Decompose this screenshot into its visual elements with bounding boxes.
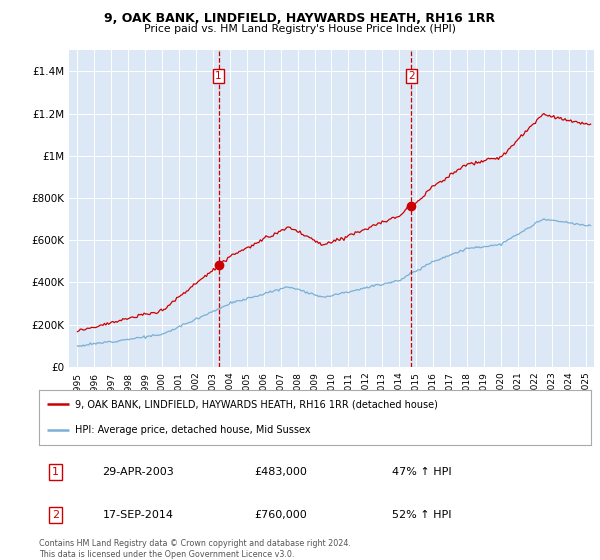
Text: Price paid vs. HM Land Registry's House Price Index (HPI): Price paid vs. HM Land Registry's House … — [144, 24, 456, 34]
Text: Contains HM Land Registry data © Crown copyright and database right 2024.
This d: Contains HM Land Registry data © Crown c… — [39, 539, 351, 559]
Text: 17-SEP-2014: 17-SEP-2014 — [103, 510, 173, 520]
Text: 52% ↑ HPI: 52% ↑ HPI — [392, 510, 452, 520]
Text: £483,000: £483,000 — [254, 467, 307, 477]
Text: 9, OAK BANK, LINDFIELD, HAYWARDS HEATH, RH16 1RR (detached house): 9, OAK BANK, LINDFIELD, HAYWARDS HEATH, … — [75, 399, 438, 409]
Text: HPI: Average price, detached house, Mid Sussex: HPI: Average price, detached house, Mid … — [75, 425, 311, 435]
Text: £760,000: £760,000 — [254, 510, 307, 520]
Text: 47% ↑ HPI: 47% ↑ HPI — [392, 467, 452, 477]
Text: 2: 2 — [408, 71, 415, 81]
Text: 2: 2 — [52, 510, 59, 520]
Text: 1: 1 — [215, 71, 222, 81]
Text: 1: 1 — [52, 467, 59, 477]
Text: 29-APR-2003: 29-APR-2003 — [103, 467, 174, 477]
Text: 9, OAK BANK, LINDFIELD, HAYWARDS HEATH, RH16 1RR: 9, OAK BANK, LINDFIELD, HAYWARDS HEATH, … — [104, 12, 496, 25]
